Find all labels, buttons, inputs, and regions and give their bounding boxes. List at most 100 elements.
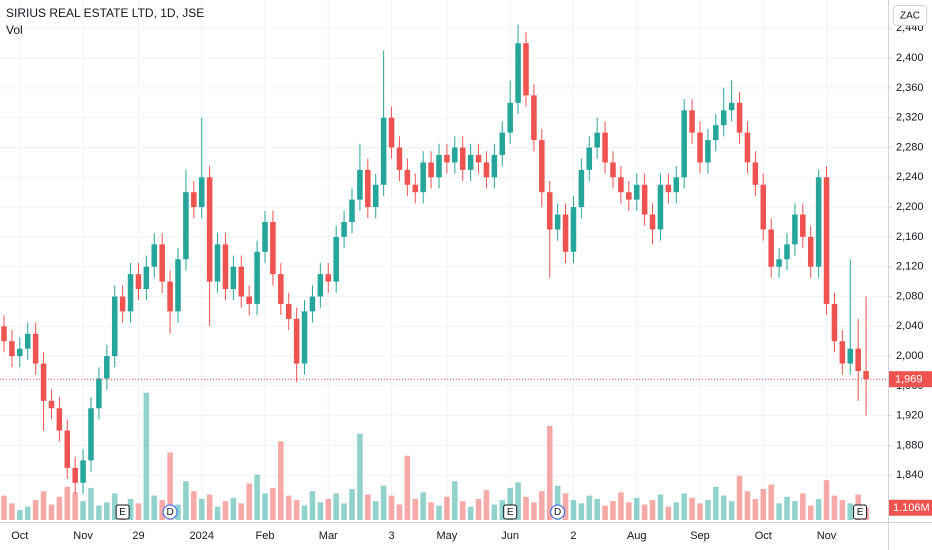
volume-bar bbox=[491, 504, 498, 520]
candle-body bbox=[262, 222, 268, 252]
volume-bar bbox=[357, 433, 363, 520]
y-tick-label: 2,120 bbox=[896, 261, 924, 273]
candle-body bbox=[214, 244, 221, 282]
candle-body bbox=[159, 244, 165, 282]
y-tick-label: 2,040 bbox=[896, 320, 924, 332]
volume-bar bbox=[420, 492, 426, 520]
last-price-tag bbox=[889, 371, 932, 388]
candle-body bbox=[1, 326, 7, 342]
volume-bar bbox=[372, 501, 379, 520]
candle-body bbox=[183, 192, 189, 260]
earnings-marker bbox=[853, 504, 868, 520]
volume-bar bbox=[697, 503, 703, 520]
volume-bar bbox=[847, 503, 854, 520]
candle-body bbox=[570, 207, 577, 252]
candle-body bbox=[728, 102, 735, 111]
volume-bar bbox=[191, 491, 197, 520]
volume-bar bbox=[713, 486, 719, 520]
x-tick-label: Oct bbox=[11, 530, 28, 542]
earnings-marker bbox=[503, 504, 518, 520]
last-volume-label: 1.106M bbox=[893, 502, 930, 514]
volume-bar bbox=[657, 494, 664, 520]
volume-bar bbox=[72, 492, 78, 520]
candle-body bbox=[665, 184, 672, 193]
currency[interactable]: ZAC bbox=[900, 11, 920, 22]
candle-body bbox=[459, 147, 466, 170]
candle-body bbox=[412, 184, 419, 193]
volume-bar bbox=[412, 498, 419, 520]
candle-body bbox=[333, 236, 339, 282]
candle-body bbox=[191, 192, 197, 208]
candle-body bbox=[309, 296, 316, 312]
candle-body bbox=[428, 162, 434, 178]
volume-bar bbox=[1, 495, 7, 520]
volume-bar bbox=[705, 500, 711, 520]
candle-body bbox=[388, 117, 395, 148]
volume-bar bbox=[143, 392, 150, 520]
candle-body bbox=[111, 296, 118, 357]
candle-body bbox=[404, 169, 411, 185]
volume-bar bbox=[792, 501, 798, 520]
candle-body bbox=[301, 311, 308, 364]
currency-box[interactable] bbox=[893, 5, 927, 26]
candle-body bbox=[246, 296, 252, 304]
candle-body bbox=[586, 147, 593, 170]
candle-body bbox=[104, 356, 110, 379]
candle-body bbox=[222, 244, 229, 290]
candle-body bbox=[198, 177, 205, 208]
volume-bar bbox=[380, 485, 387, 520]
candle-body bbox=[452, 147, 458, 163]
candle-body bbox=[88, 408, 94, 461]
volume-bar bbox=[602, 505, 608, 520]
volume-bar bbox=[48, 504, 55, 520]
volume-bar bbox=[309, 491, 316, 520]
volume-bar bbox=[88, 487, 94, 520]
volume-bar bbox=[546, 425, 553, 520]
axes: 1,8401,8801,9201,9602,0002,0402,0802,120… bbox=[0, 22, 932, 542]
x-tick-label: Aug bbox=[627, 530, 647, 542]
candle-body bbox=[230, 266, 237, 290]
volume-bar bbox=[104, 502, 110, 520]
candle-body bbox=[325, 274, 332, 282]
volume-bar bbox=[626, 502, 632, 520]
volume-bar bbox=[507, 487, 513, 520]
event-label: E bbox=[857, 507, 864, 518]
dividend-marker bbox=[550, 504, 566, 520]
candle-body bbox=[792, 214, 798, 245]
volume-bar bbox=[760, 489, 767, 520]
volume-bar bbox=[570, 500, 577, 520]
candle-body bbox=[254, 251, 260, 304]
volume-bar bbox=[17, 510, 23, 520]
x-tick-label: Mar bbox=[319, 530, 338, 542]
candle-body bbox=[752, 162, 759, 185]
x-tick-label: Nov bbox=[817, 530, 837, 542]
candle-body bbox=[491, 154, 498, 178]
y-tick-label: 1,880 bbox=[896, 439, 924, 451]
event-label: E bbox=[507, 507, 514, 518]
event-label: E bbox=[119, 507, 126, 518]
volume-bar bbox=[301, 505, 308, 520]
candle-body bbox=[365, 169, 371, 208]
y-tick-label: 2,280 bbox=[896, 141, 924, 153]
candle-body bbox=[467, 154, 474, 170]
volume-bar bbox=[523, 496, 529, 520]
candle-body bbox=[380, 117, 387, 185]
volume-bar bbox=[64, 486, 71, 520]
candle-body bbox=[483, 162, 490, 178]
x-tick-label: 29 bbox=[132, 530, 144, 542]
candle-body bbox=[768, 229, 774, 267]
candle-body bbox=[285, 303, 292, 319]
candle-body bbox=[349, 199, 355, 223]
volume-bar bbox=[135, 503, 142, 520]
y-tick-label: 2,160 bbox=[896, 231, 924, 243]
candle-body bbox=[823, 177, 830, 304]
volume-bar bbox=[689, 497, 695, 520]
candle-body bbox=[736, 102, 743, 133]
volume-bar bbox=[641, 504, 648, 520]
candle-body bbox=[135, 274, 142, 290]
candle-body bbox=[626, 192, 632, 200]
volume-bar bbox=[649, 500, 656, 520]
volume-bar bbox=[175, 504, 181, 520]
volume-bar bbox=[752, 498, 759, 520]
